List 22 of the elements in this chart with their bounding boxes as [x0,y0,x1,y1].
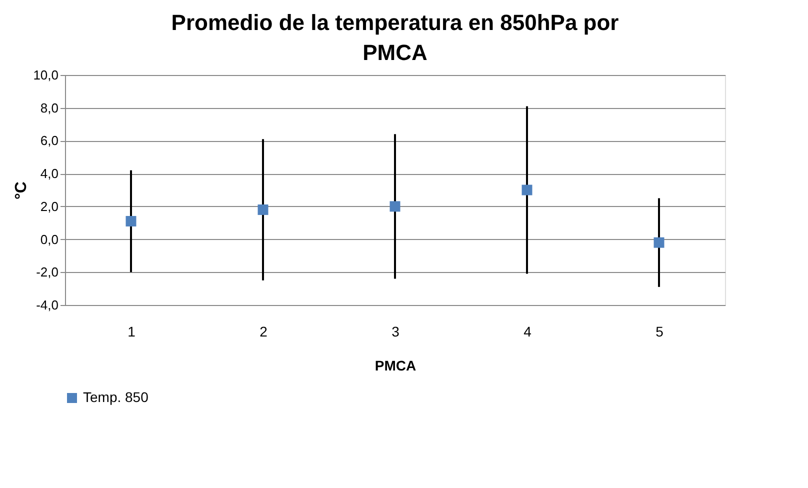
y-tick-label: 2,0 [40,198,58,214]
point [390,201,400,212]
point [522,184,532,196]
point [258,204,268,215]
y-tick-label: 6,0 [40,133,58,148]
y-tick-label: -4,0 [36,298,58,312]
x-axis-title: PMCA [374,358,416,374]
x-tick-label: 1 [128,324,136,340]
x-tick-label: 4 [524,324,532,340]
y-tick-label: 4,0 [40,166,58,182]
x-tick-label: 5 [656,324,664,340]
y-tick-label: 8,0 [40,100,58,116]
y-tick-label: 10,0 [33,68,58,82]
chart-title: Promedio de la temperatura en 850hPa por PMCA [171,10,620,65]
x-tick-label: 3 [392,324,400,340]
x-tick-label: 2 [260,324,268,340]
legend-label: Temp. 850 [83,389,149,405]
point [654,237,664,248]
point [126,216,136,226]
y-tick-label: 0,0 [40,232,58,247]
y-tick-label: -2,0 [36,264,58,280]
y-axis-title: °C [13,181,30,200]
